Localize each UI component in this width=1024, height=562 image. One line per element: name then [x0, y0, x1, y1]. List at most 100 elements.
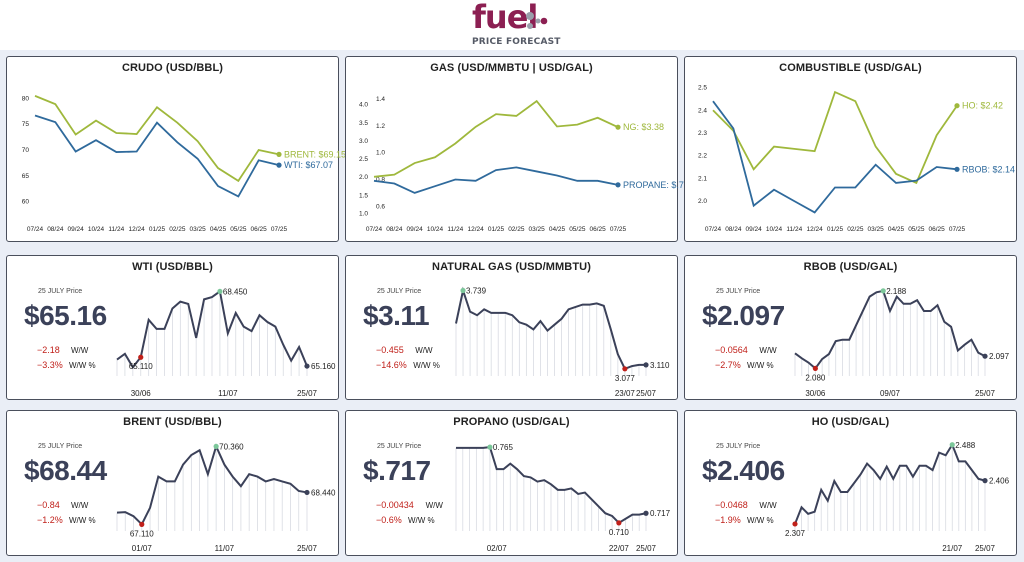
max-point-label: 2.188	[886, 287, 907, 296]
x-date-label: 21/07	[942, 544, 963, 553]
price-date-label: 25 JULY Price	[38, 288, 83, 295]
y2-tick-label: 1.2	[376, 123, 385, 130]
x-tick-label: 06/25	[590, 226, 607, 233]
current-price: $2.097	[702, 300, 785, 331]
last-point	[643, 510, 649, 516]
x-tick-label: 07/25	[949, 226, 966, 233]
last-point	[304, 363, 310, 369]
panel-propano: PROPANO (USD/GAL) 25 JULY Price $.717 −0.00…	[345, 410, 678, 556]
sparkline-chart: 2.307 2.488 2.406 21/07 25/07	[785, 441, 1010, 553]
weekly-change-abs-label: W/W	[759, 501, 777, 510]
panel-gas: GAS (USD/MMBTU | USD/GAL) 1.0 1.5 2.0 2.5 3.…	[345, 56, 689, 242]
current-price: $3.11	[363, 300, 430, 331]
x-date-label: 25/07	[636, 389, 657, 398]
x-tick-label: 07/25	[610, 226, 627, 233]
panel-brent: BRENT (USD/BBL) 25 JULY Price $68.44 −0.84 −…	[6, 410, 339, 556]
weekly-change-abs-label: W/W	[71, 501, 89, 510]
max-point-label: 70.360	[219, 442, 244, 451]
x-tick-label: 09/24	[746, 226, 763, 233]
x-tick-label: 10/24	[766, 226, 783, 233]
y-tick-label: 1.5	[359, 192, 368, 199]
x-tick-label: 01/25	[149, 226, 166, 233]
price-date-label: 25 JULY Price	[377, 288, 422, 295]
max-point-label: 0.765	[493, 443, 514, 452]
y-tick-label: 1.0	[359, 210, 368, 217]
min-point	[812, 365, 818, 372]
price-line	[116, 443, 308, 527]
min-point-label: 2.080	[805, 373, 826, 382]
y-tick-label: 3.5	[359, 120, 368, 127]
x-tick-label: 07/24	[27, 226, 44, 233]
chart-title: BRENT (USD/BBL)	[123, 416, 222, 428]
panel-wti: WTI (USD/BBL) 25 JULY Price $65.16 −2.18 −3.…	[6, 255, 339, 400]
last-point-label: 3.110	[650, 361, 670, 370]
chart-crudo: 60 65 70 75 80 07/24 08/24 09/24 10/24 11/24 12/24…	[22, 95, 346, 233]
y-tick-label: 75	[22, 121, 30, 128]
x-tick-label: 12/24	[807, 226, 824, 233]
x-tick-label: 07/25	[271, 226, 288, 233]
x-tick-label: 11/24	[108, 226, 124, 233]
y-tick-label: 2.4	[698, 107, 707, 114]
panel-crudo: CRUDO (USD/BBL) 60 65 70 75 80 07/24 08/24 09/2…	[6, 56, 346, 242]
series-end-label: RBOB: $2.14	[962, 164, 1015, 174]
weekly-change-pct-label: W/W %	[408, 516, 435, 525]
x-date-label: 30/06	[805, 389, 826, 398]
min-point-label: 3.077	[615, 374, 636, 383]
sparkline-chart: 67.110 70.360 68.440 01/07 11/07 25/07	[116, 442, 336, 553]
sparkline-chart: 65.110 68.450 65.160 30/06 11/07 25/07	[116, 287, 336, 398]
y-tick-label: 80	[22, 95, 30, 102]
weekly-change-abs: −0.0468	[715, 500, 748, 510]
weekly-change-pct: −14.6%	[376, 360, 407, 370]
weekly-change-abs-label: W/W	[425, 501, 443, 510]
x-tick-label: 07/24	[366, 226, 383, 233]
weekly-change-pct-label: W/W %	[413, 361, 440, 370]
series-end-point	[276, 162, 282, 168]
weekly-change-abs-label: W/W	[71, 346, 89, 355]
series-line-propane	[373, 166, 619, 194]
x-tick-label: 04/25	[888, 226, 905, 233]
y-tick-label: 60	[22, 199, 30, 206]
chart-title: WTI (USD/BBL)	[132, 261, 213, 273]
min-point-label: 67.110	[130, 529, 154, 538]
series-end-label: HO: $2.42	[962, 101, 1003, 111]
y-tick-label: 65	[22, 173, 30, 180]
series-line-wti	[34, 114, 280, 198]
chart-title: PROPANO (USD/GAL)	[453, 416, 570, 428]
x-tick-label: 11/24	[786, 226, 802, 233]
y-tick-label: 2.2	[698, 153, 707, 160]
sparkline-chart: 0.710 0.765 0.717 02/07 22/07 25/07	[455, 443, 671, 553]
y-tick-label: 2.3	[698, 130, 707, 137]
last-point-label: 65.160	[311, 362, 336, 371]
last-point	[643, 362, 649, 368]
x-tick-label: 11/24	[447, 226, 463, 233]
weekly-change-abs-label: W/W	[415, 346, 433, 355]
x-tick-label: 02/25	[508, 226, 525, 233]
x-tick-label: 12/24	[129, 226, 146, 233]
x-tick-label: 09/24	[407, 226, 424, 233]
x-tick-label: 05/25	[569, 226, 586, 233]
weekly-change-pct: −1.2%	[37, 515, 63, 525]
current-price: $68.44	[24, 455, 107, 486]
panel-natural-gas: NATURAL GAS (USD/MMBTU) 25 JULY Price $3.1…	[345, 255, 678, 400]
series-line-brent	[34, 95, 280, 183]
x-date-label: 25/07	[975, 389, 996, 398]
price-date-label: 25 JULY Price	[716, 443, 761, 450]
last-point-label: 2.097	[989, 352, 1010, 361]
min-point	[622, 366, 628, 372]
min-point	[792, 521, 798, 527]
fuel-logo[interactable]: fuel PRICE FORECAST	[472, 0, 562, 48]
y-tick-label: 4.0	[359, 102, 368, 109]
y-tick-label: 3.0	[359, 138, 368, 145]
sparkline-chart: 3.077 3.739 3.110 23/07 25/07	[455, 286, 670, 398]
x-tick-label: 08/24	[725, 226, 742, 233]
x-tick-label: 03/25	[868, 226, 885, 233]
min-point	[139, 521, 145, 527]
min-point-label: 0.710	[609, 528, 630, 537]
series-line-rbob	[712, 100, 958, 214]
min-point	[138, 354, 144, 360]
max-point-label: 3.739	[466, 286, 487, 295]
current-price: $2.406	[702, 455, 785, 486]
x-tick-label: 07/24	[705, 226, 722, 233]
panel-rbob: RBOB (USD/GAL) 25 JULY Price $2.097 −0.0564…	[684, 255, 1017, 400]
x-date-label: 01/07	[132, 544, 153, 553]
